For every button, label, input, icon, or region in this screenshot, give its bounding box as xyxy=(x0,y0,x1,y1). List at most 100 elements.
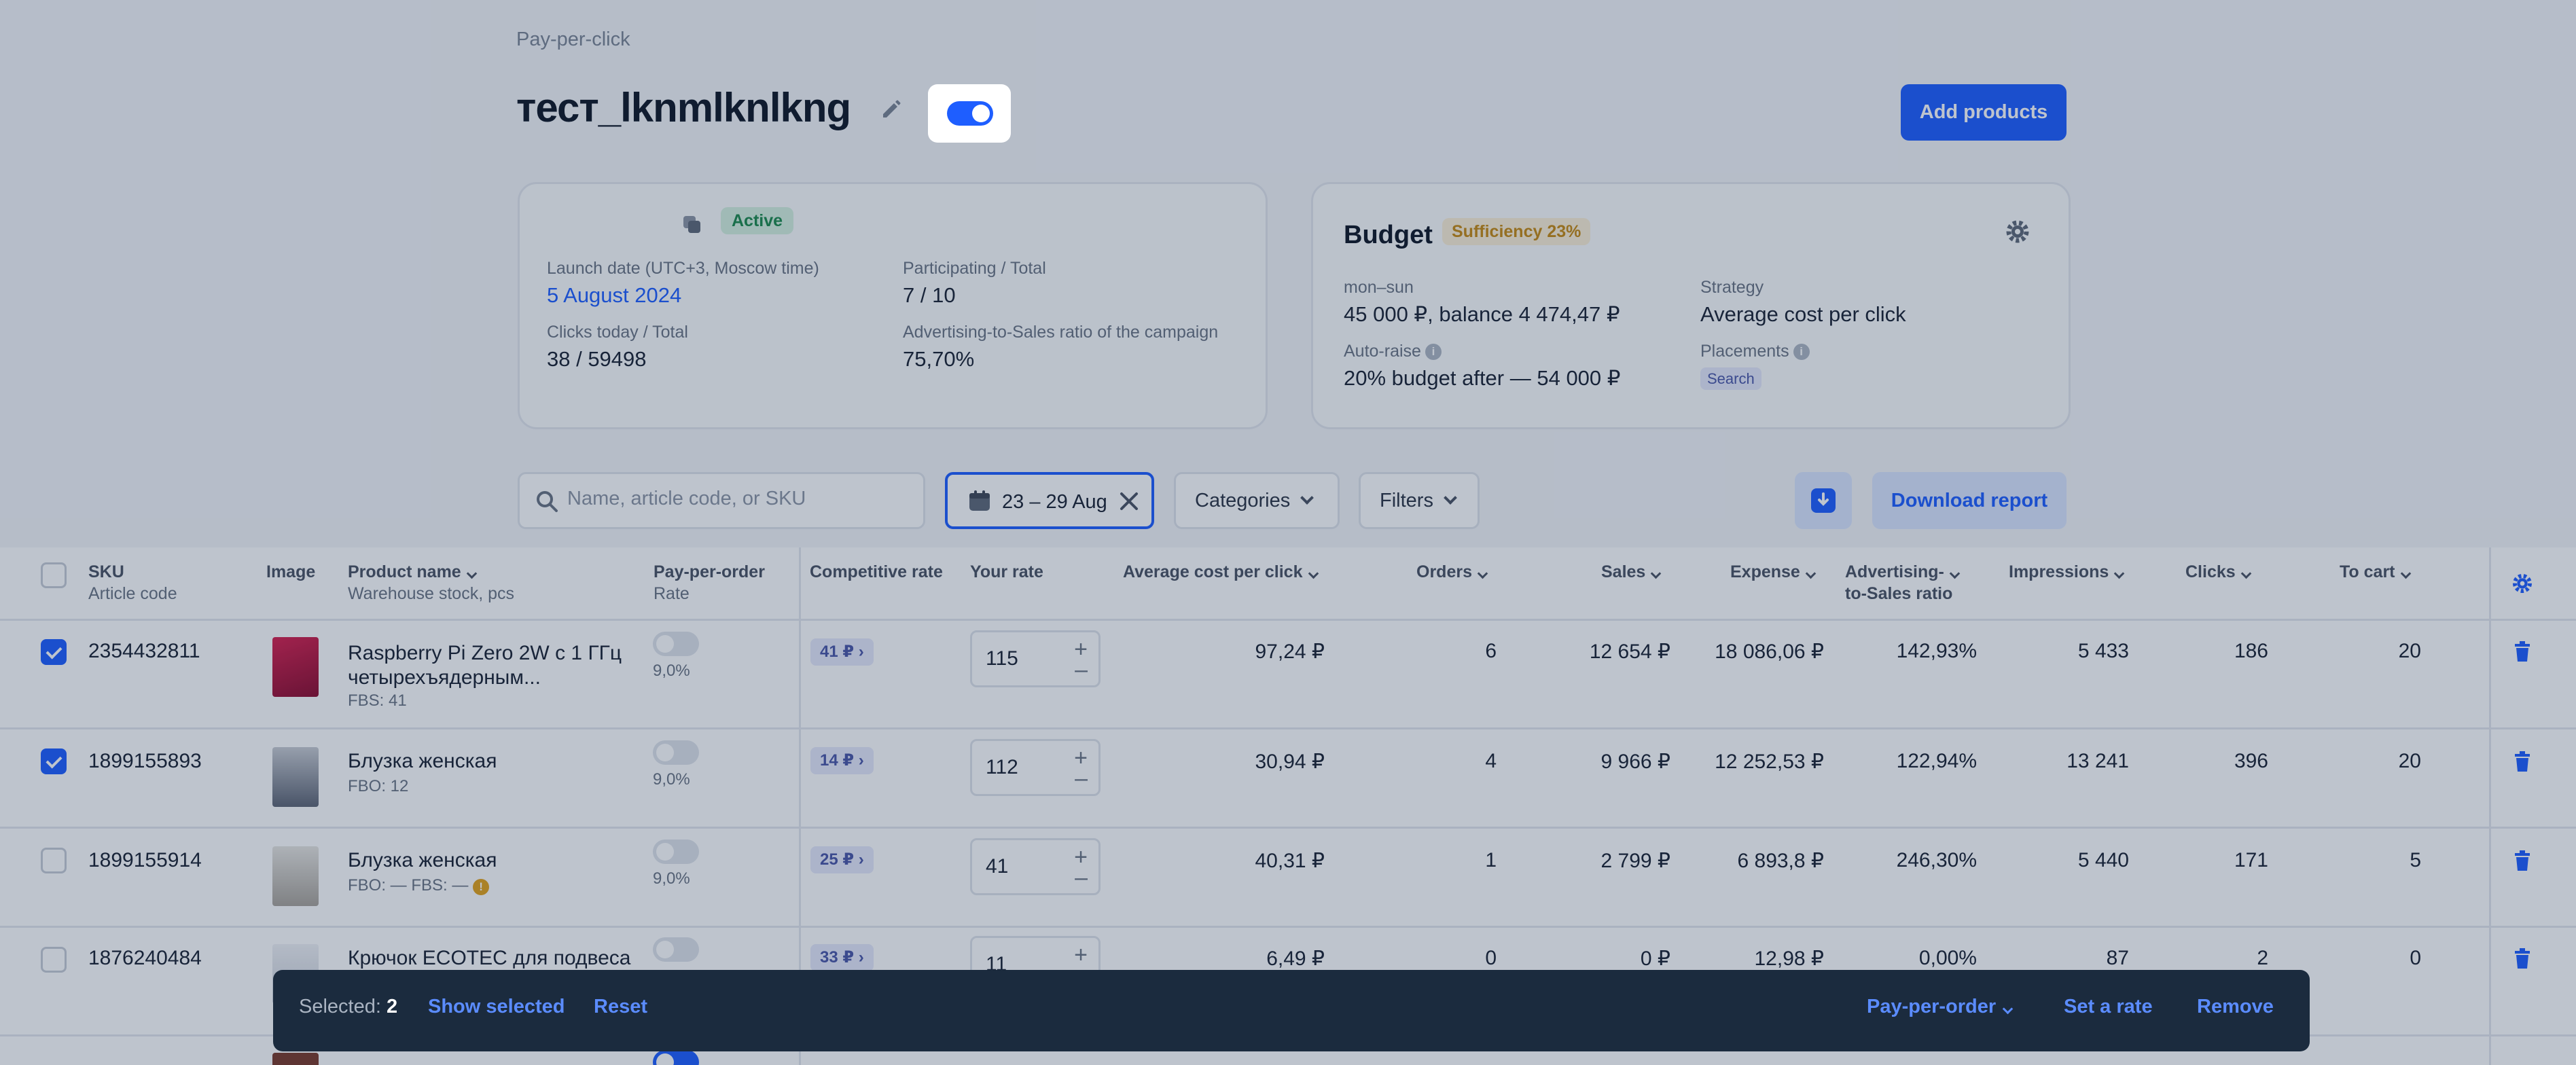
participating-label: Participating / Total xyxy=(903,259,1046,278)
filters-label: Filters xyxy=(1380,489,1433,511)
campaign-info-card: Active Launch date (UTC+3, Moscow time) … xyxy=(518,182,1268,429)
product-image[interactable] xyxy=(272,846,319,906)
plus-icon[interactable]: + xyxy=(1074,636,1088,662)
trash-icon[interactable] xyxy=(2514,850,2531,871)
plus-icon[interactable]: + xyxy=(1074,745,1088,771)
copy-icon[interactable] xyxy=(681,214,703,239)
product-name[interactable]: Raspberry Pi Zero 2W с 1 ГГц xyxy=(348,642,622,664)
remove-button[interactable]: Remove xyxy=(2197,996,2274,1017)
header-to-cart[interactable]: To cart xyxy=(2340,561,2411,583)
ppo-toggle[interactable] xyxy=(653,632,699,656)
table-row[interactable]: 1899155914 Блузка женская FBO: — FBS: — … xyxy=(0,829,2576,928)
participating-value: 7 / 10 xyxy=(903,283,956,307)
ppo-toggle[interactable] xyxy=(653,937,699,962)
stock: FBO: 12 xyxy=(348,777,409,795)
minus-icon[interactable]: – xyxy=(1075,765,1088,791)
plus-icon[interactable]: + xyxy=(1074,942,1088,968)
header-sku[interactable]: SKU xyxy=(88,562,124,581)
search-input[interactable] xyxy=(567,488,907,510)
rate-value[interactable]: 115 xyxy=(986,647,1018,670)
breadcrumb[interactable]: Pay-per-click xyxy=(516,29,630,50)
rate-stepper[interactable]: 115 + – xyxy=(970,630,1101,687)
ppo-rate: 9,0% xyxy=(653,662,690,680)
pencil-icon[interactable] xyxy=(878,95,905,122)
set-rate-button[interactable]: Set a rate xyxy=(2064,996,2153,1017)
column-divider xyxy=(799,547,801,1065)
campaign-toggle-highlight[interactable] xyxy=(928,84,1011,143)
competitive-rate-badge[interactable]: 14 ₽ › xyxy=(810,747,874,774)
header-ad-ratio[interactable]: Advertising-to-Sales ratio xyxy=(1845,561,1961,604)
period-label: mon–sun xyxy=(1344,278,1414,297)
ppo-toggle[interactable] xyxy=(653,1050,699,1065)
add-products-button[interactable]: Add products xyxy=(1901,84,2067,141)
trash-icon[interactable] xyxy=(2514,641,2531,662)
info-icon[interactable]: i xyxy=(1425,344,1442,361)
trash-icon[interactable] xyxy=(2514,948,2531,969)
header-expense[interactable]: Expense xyxy=(1730,561,1817,583)
filters-dropdown[interactable]: Filters xyxy=(1359,472,1480,529)
header-avg-cpc[interactable]: Average cost per click xyxy=(1123,561,1319,583)
rate-stepper[interactable]: 112 + – xyxy=(970,739,1101,796)
ppo-toggle[interactable] xyxy=(653,840,699,864)
orders: 0 xyxy=(1485,947,1497,969)
show-selected-link[interactable]: Show selected xyxy=(428,996,565,1017)
search-field[interactable] xyxy=(518,472,925,529)
warning-icon[interactable]: ! xyxy=(473,879,490,895)
row-checkbox[interactable] xyxy=(41,848,67,873)
competitive-rate-badge[interactable]: 33 ₽ › xyxy=(810,944,874,971)
row-checkbox[interactable] xyxy=(41,639,67,665)
product-name[interactable]: Блузка женская xyxy=(348,849,497,871)
trash-icon[interactable] xyxy=(2514,751,2531,772)
plus-icon[interactable]: + xyxy=(1074,844,1088,870)
table-header: SKU Article code Image Product name Wareho… xyxy=(0,547,2576,621)
product-image[interactable] xyxy=(272,1053,319,1065)
info-icon[interactable]: i xyxy=(1793,344,1810,361)
toggle-switch[interactable] xyxy=(947,101,993,126)
minus-icon[interactable]: – xyxy=(1075,657,1088,683)
product-name[interactable]: Крючок ECOTEC для подвеса xyxy=(348,947,631,969)
placements-label: Placements xyxy=(1700,342,1789,361)
gear-icon[interactable] xyxy=(2004,218,2031,249)
rate-value[interactable]: 41 xyxy=(986,855,1009,878)
product-image[interactable] xyxy=(272,747,319,807)
product-image[interactable] xyxy=(272,637,319,697)
status-badge: Active xyxy=(721,207,794,234)
rate-stepper[interactable]: 41 + – xyxy=(970,838,1101,895)
to-cart: 20 xyxy=(2398,750,2421,772)
header-product[interactable]: Product name xyxy=(348,561,514,583)
row-checkbox[interactable] xyxy=(41,947,67,973)
minus-icon[interactable]: – xyxy=(1075,865,1088,890)
date-range-picker[interactable]: 23 – 29 Aug xyxy=(945,472,1154,529)
header-sales[interactable]: Sales xyxy=(1601,561,1662,583)
column-divider xyxy=(2489,547,2491,1065)
strategy-label: Strategy xyxy=(1700,278,1764,297)
selected-label: Selected: xyxy=(299,996,381,1017)
search-icon xyxy=(535,489,559,517)
download-report-button[interactable]: Download report xyxy=(1872,472,2067,529)
competitive-rate-badge[interactable]: 41 ₽ › xyxy=(810,638,874,666)
pay-per-order-dropdown[interactable]: Pay-per-order xyxy=(1867,996,2014,1018)
close-icon[interactable] xyxy=(1117,490,1141,516)
table-row[interactable]: 1899155893 Блузка женская FBO: 12 9,0% 1… xyxy=(0,729,2576,829)
header-orders[interactable]: Orders xyxy=(1416,561,1488,583)
product-name[interactable]: Блузка женская xyxy=(348,750,497,772)
reset-link[interactable]: Reset xyxy=(594,996,647,1017)
placement-badge: Search xyxy=(1700,367,1761,390)
gear-icon[interactable] xyxy=(2511,572,2534,598)
select-all-checkbox[interactable] xyxy=(41,562,67,588)
rate-value[interactable]: 112 xyxy=(986,756,1018,778)
categories-dropdown[interactable]: Categories xyxy=(1174,472,1340,529)
expense: 18 086,06 ₽ xyxy=(1715,640,1824,663)
autoraise-value: 20% budget after — 54 000 ₽ xyxy=(1344,366,1621,390)
header-impressions[interactable]: Impressions xyxy=(2009,561,2125,583)
ratio-value: 75,70% xyxy=(903,347,975,371)
download-button[interactable] xyxy=(1795,472,1852,529)
launch-date-link[interactable]: 5 August 2024 xyxy=(547,283,682,307)
row-checkbox[interactable] xyxy=(41,748,67,774)
header-clicks[interactable]: Clicks xyxy=(2185,561,2251,583)
ppo-toggle[interactable] xyxy=(653,740,699,765)
table-row[interactable]: 2354432811 Raspberry Pi Zero 2W с 1 ГГц ч… xyxy=(0,621,2576,729)
to-cart: 20 xyxy=(2398,640,2421,662)
header-ppo: Pay-per-order xyxy=(654,562,765,581)
competitive-rate-badge[interactable]: 25 ₽ › xyxy=(810,846,874,873)
